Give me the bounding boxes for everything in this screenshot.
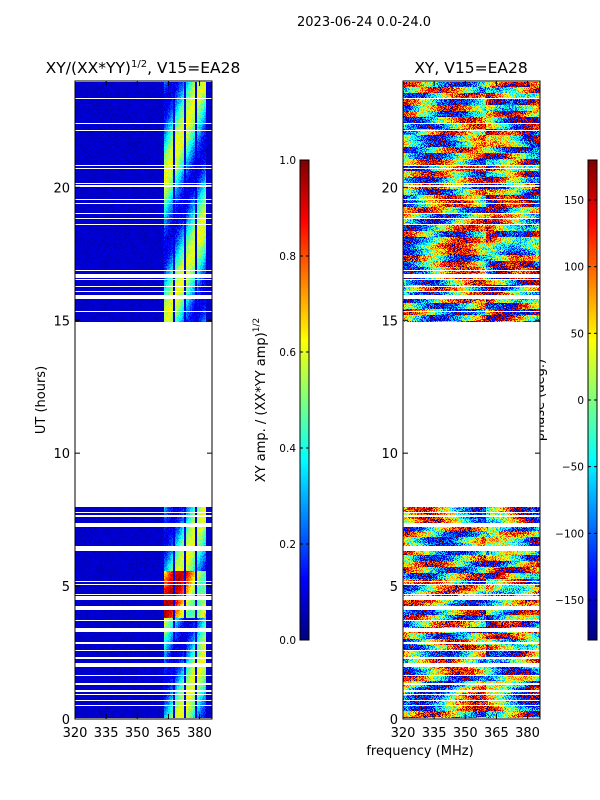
y-tick-label: 0 <box>62 713 70 728</box>
ylabel: UT (hours) <box>34 366 49 434</box>
colorbar-tick-label: 0.8 <box>279 251 296 263</box>
colorbar-tick-label: 1.0 <box>279 155 296 167</box>
y-tick-label: 15 <box>53 314 70 329</box>
y-tick-label: 20 <box>381 181 398 196</box>
y-tick-label: 10 <box>53 447 70 462</box>
x-tick-label: 350 <box>125 726 150 741</box>
y-tick-label: 15 <box>381 314 398 329</box>
colorbar-phase <box>588 160 597 640</box>
colorbar-tick-label: 0.4 <box>279 443 296 455</box>
colorbar-amplitude <box>300 160 309 640</box>
colorbar-tick-label: −100 <box>555 528 584 540</box>
colorbar-tick-label: 0 <box>577 395 584 407</box>
x-tick-label: 335 <box>422 726 447 741</box>
colorbar-tick-label: 150 <box>564 195 584 207</box>
x-tick-label: 335 <box>94 726 119 741</box>
colorbar-tick-label: 0.6 <box>279 347 296 359</box>
xlabel: frequency (MHz) <box>366 744 473 759</box>
x-tick-label: 365 <box>156 726 181 741</box>
colorbar-tick-label: 50 <box>571 328 584 340</box>
y-tick-label: 10 <box>381 447 398 462</box>
heatmap-phase <box>403 81 540 719</box>
colorbar-tick-label: −50 <box>562 462 584 474</box>
colorbar-tick-label: −150 <box>555 595 584 607</box>
colorbar-tick-label: 0.0 <box>279 635 296 647</box>
x-tick-label: 350 <box>453 726 478 741</box>
y-tick-label: 0 <box>390 713 398 728</box>
colorbar-tick-label: 0.2 <box>279 539 296 551</box>
x-tick-label: 320 <box>391 726 416 741</box>
left-title: XY/(XX*YY)1/2, V15=EA28 <box>46 59 241 77</box>
colorbar1-label: XY amp. / (XX*YY amp)1/2 <box>252 318 269 482</box>
x-tick-label: 380 <box>515 726 540 741</box>
x-tick-label: 320 <box>63 726 88 741</box>
suptitle: 2023-06-24 0.0-24.0 <box>297 15 431 30</box>
x-tick-label: 365 <box>484 726 509 741</box>
x-tick-label: 380 <box>187 726 212 741</box>
y-tick-label: 5 <box>390 580 398 595</box>
colorbar-tick-label: 100 <box>564 262 584 274</box>
right-title: XY, V15=EA28 <box>414 59 527 77</box>
y-tick-label: 20 <box>53 181 70 196</box>
heatmap-amplitude <box>75 81 212 719</box>
y-tick-label: 5 <box>62 580 70 595</box>
